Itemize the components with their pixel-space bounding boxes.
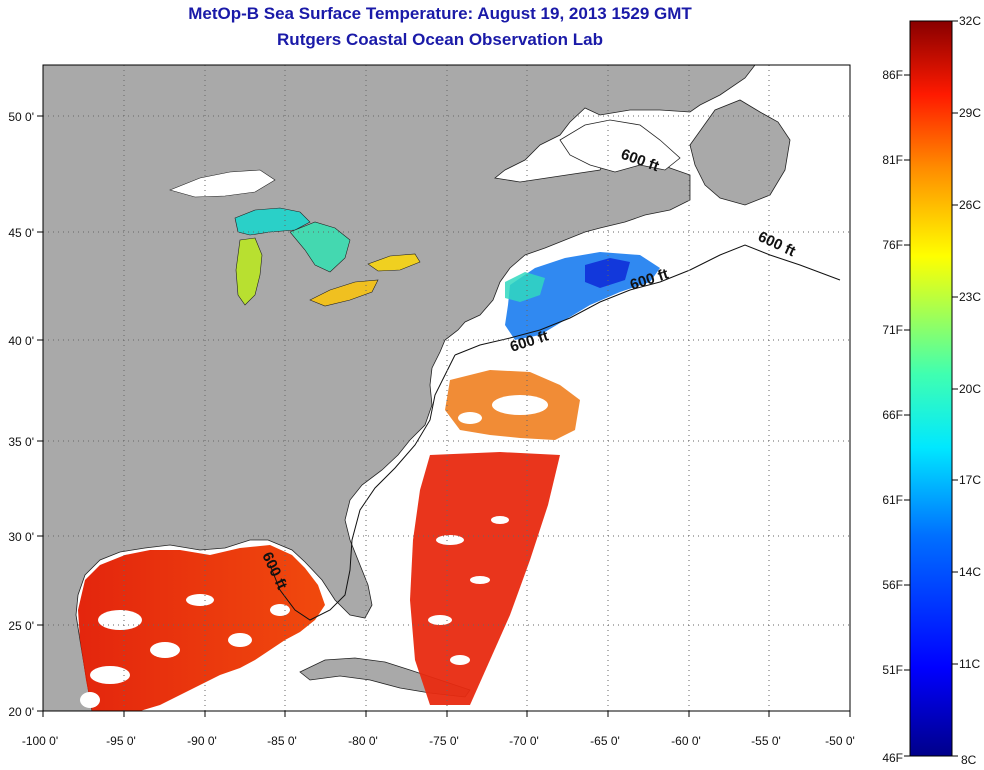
- colorbar-c-label: 17C: [959, 473, 981, 487]
- colorbar-c-label: 23C: [959, 290, 981, 304]
- y-tick-label: 40 0': [8, 334, 34, 348]
- x-tick-label: -70 0': [509, 734, 539, 748]
- x-tick-label: -100 0': [22, 734, 58, 748]
- x-tick-label: -65 0': [590, 734, 620, 748]
- y-tick-label: 45 0': [8, 226, 34, 240]
- contour-600ft: [269, 244, 841, 621]
- map-subtitle: Rutgers Coastal Ocean Observation Lab: [277, 30, 603, 49]
- x-tick-label: -55 0': [751, 734, 781, 748]
- y-tick-label: 50 0': [8, 110, 34, 124]
- x-tick-label: -85 0': [267, 734, 297, 748]
- y-tick-label: 20 0': [8, 705, 34, 719]
- colorbar-f-label: 51F: [882, 663, 903, 677]
- lake-erie: [309, 279, 379, 307]
- colorbar-f-label: 61F: [882, 493, 903, 507]
- colorbar-f-label: 81F: [882, 153, 903, 167]
- colorbar-c-label: 14C: [959, 565, 981, 579]
- y-tick-label: 30 0': [8, 530, 34, 544]
- sst-gulf-of-mexico: [78, 545, 325, 711]
- lake-ontario: [367, 253, 421, 272]
- colorbar-c-label: 11C: [959, 657, 980, 671]
- colorbar-c-label: 32C: [959, 14, 981, 28]
- mid-atlantic-gaps: [458, 395, 548, 424]
- x-tick-label: -80 0': [348, 734, 378, 748]
- colorbar-f-label: 66F: [882, 408, 903, 422]
- gulf-st-lawrence: [559, 119, 681, 173]
- colorbar-f-label: 56F: [882, 578, 903, 592]
- colorbar-c-label: 29C: [959, 106, 981, 120]
- x-tick-label: -90 0': [187, 734, 217, 748]
- map-title: MetOp-B Sea Surface Temperature: August …: [188, 4, 692, 23]
- lake-superior: [234, 207, 311, 236]
- lake-huron: [289, 221, 351, 273]
- x-tick-label: -95 0': [106, 734, 136, 748]
- atlantic-cloud-gaps: [428, 516, 509, 665]
- x-tick-label: -50 0': [825, 734, 855, 748]
- colorbar-c-label: 20C: [959, 382, 981, 396]
- y-tick-label: 35 0': [8, 435, 34, 449]
- colorbar: 32C 29C 26C 23C 20C 17C 14C 11C 8C 86F 8…: [882, 14, 981, 767]
- x-tick-label: -75 0': [429, 734, 459, 748]
- colorbar-f-label: 46F: [882, 751, 903, 765]
- tick-marks: [37, 115, 851, 717]
- colorbar-f-label: 71F: [882, 323, 903, 337]
- land-newfoundland: [689, 99, 791, 206]
- x-tick-label: -60 0': [671, 734, 701, 748]
- sst-shelf-green: [505, 272, 545, 302]
- colorbar-f-label: 76F: [882, 238, 903, 252]
- james-bay: [169, 169, 276, 198]
- sst-cold-core: [585, 258, 630, 288]
- land-north-america: [43, 65, 756, 711]
- colorbar-c-label: 26C: [959, 198, 981, 212]
- colorbar-gradient: [909, 20, 953, 757]
- colorbar-f-label: 86F: [882, 68, 903, 82]
- lake-michigan: [235, 237, 263, 306]
- y-tick-label: 25 0': [8, 619, 34, 633]
- colorbar-c-label: 8C: [961, 753, 977, 767]
